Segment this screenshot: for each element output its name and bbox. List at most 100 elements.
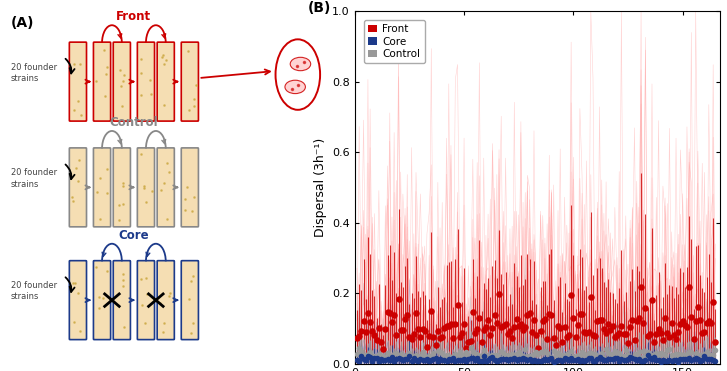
Point [590,351,601,357]
Point [508,324,520,330]
Point [371,355,382,361]
Point [699,353,710,359]
Point [362,353,374,359]
FancyBboxPatch shape [69,261,87,339]
Point [550,342,562,348]
Point [401,357,413,362]
Point [529,357,540,363]
Point [585,294,597,300]
Point [672,329,684,335]
Point [399,354,411,360]
Point [563,332,575,338]
Point [710,358,721,364]
Point [366,358,378,364]
Point [688,355,699,361]
Point [502,353,513,359]
Point [519,324,531,330]
Point [508,352,520,358]
Point [633,315,645,321]
Point [427,356,439,362]
Point [535,349,547,355]
Point [614,358,625,364]
Point [458,354,470,359]
Point [531,358,542,364]
Point [572,352,584,358]
Point [390,357,402,362]
Point [679,356,691,362]
Point [471,326,483,332]
Point [510,316,522,322]
Point [504,328,515,334]
Point [579,329,590,335]
Point [497,350,509,356]
Point [690,318,702,324]
Point [592,318,603,324]
Point [544,355,555,361]
Point [590,334,601,339]
Point [414,353,426,359]
Point [657,337,669,343]
Point [469,331,481,336]
Point [596,356,608,362]
Point [458,356,470,362]
Point [566,348,577,354]
Point [662,329,673,335]
Point [358,318,369,324]
Point [393,296,404,302]
FancyBboxPatch shape [69,148,87,227]
Point [353,358,365,364]
Point [542,357,553,363]
Point [670,351,682,357]
Point [587,332,599,338]
Point [414,356,426,362]
Point [699,351,710,357]
Point [467,355,478,361]
Point [425,353,437,359]
Point [371,354,382,360]
Point [546,354,558,360]
Point [454,334,465,339]
Point [581,357,593,363]
FancyBboxPatch shape [137,261,155,339]
Point [430,355,441,361]
Point [360,357,371,363]
Point [449,321,461,327]
Point [427,350,439,356]
FancyBboxPatch shape [113,261,130,339]
Point [537,357,549,363]
Point [454,357,465,363]
Point [648,355,660,361]
Point [517,353,529,359]
Point [611,355,623,361]
Point [467,309,478,315]
Point [436,334,448,339]
Point [434,335,446,341]
Point [403,353,415,359]
Point [677,356,688,362]
Point [533,358,545,364]
Point [705,356,717,362]
Point [473,356,485,362]
Point [603,321,614,327]
Point [624,354,636,359]
Point [495,324,507,330]
Point [703,352,715,358]
Point [603,350,614,356]
Point [644,331,656,337]
Point [379,326,391,332]
Text: Control: Control [110,116,158,129]
Point [473,315,485,321]
Point [668,332,680,338]
Point [364,354,376,360]
Point [539,356,551,362]
Point [436,350,448,356]
Point [692,303,704,309]
Point [510,357,522,363]
Point [653,357,664,362]
Point [690,350,702,356]
Point [421,356,433,362]
Point [707,357,719,363]
Point [519,346,531,352]
Point [524,356,536,362]
Point [388,312,400,318]
